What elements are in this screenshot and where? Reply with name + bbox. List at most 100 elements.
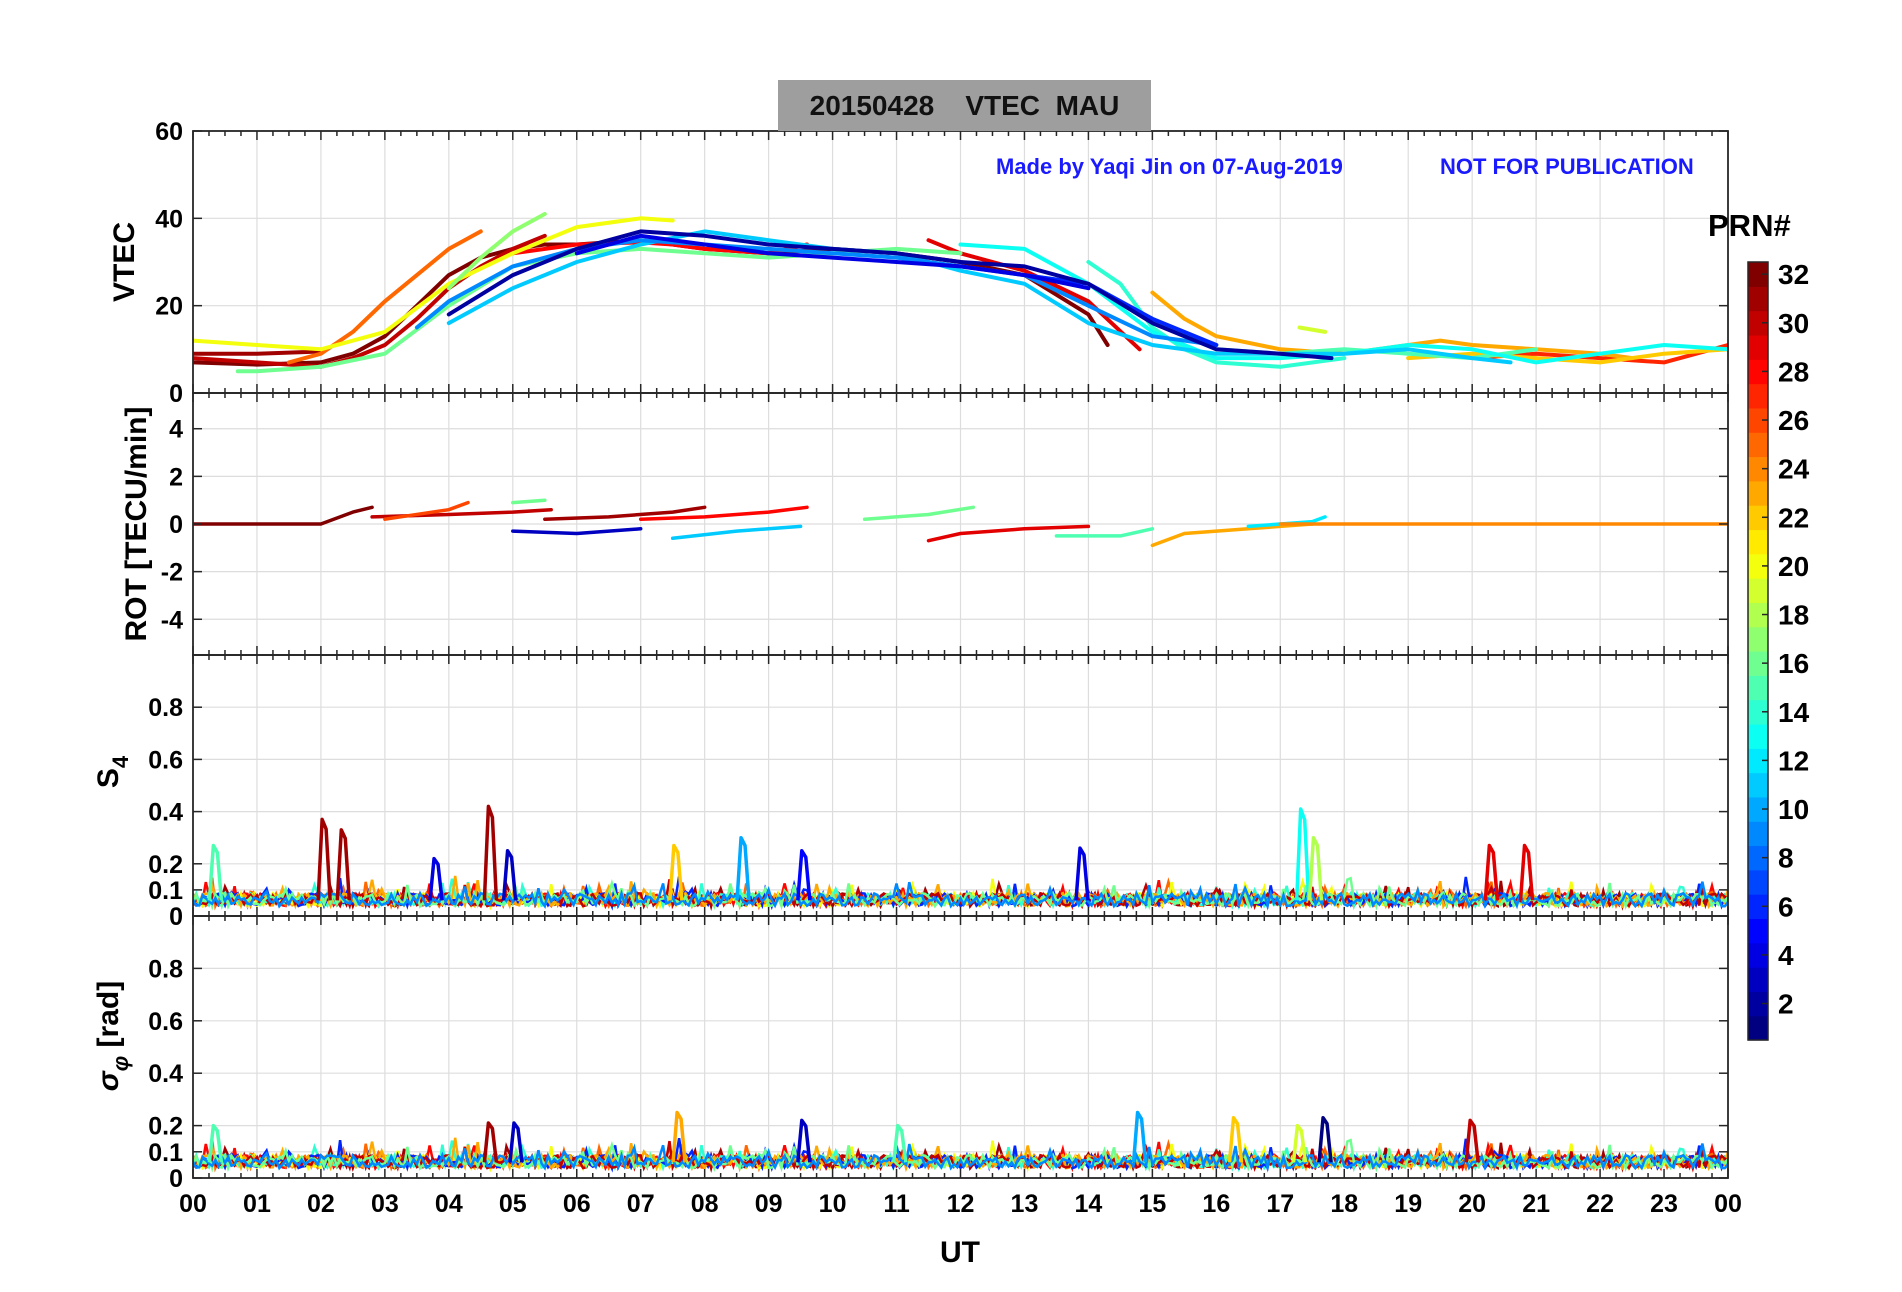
colorbar-swatch: [1748, 942, 1768, 968]
s4-spike-prn-3: [501, 849, 518, 901]
chart-title: 20150428 VTEC MAU: [778, 80, 1151, 131]
colorbar-tick-label: 32: [1778, 259, 1809, 290]
colorbar-swatch: [1748, 699, 1768, 725]
vtec-series-prn-2: [446, 229, 1334, 361]
colorbar-tick-label: 2: [1778, 989, 1794, 1020]
s4-baseline-prn-9: [193, 881, 1728, 911]
grid-layer: [193, 130, 1728, 1179]
vtec-series-prn-31: [193, 349, 323, 356]
watermark-notice: NOT FOR PUBLICATION: [1440, 154, 1694, 179]
colorbar-swatch: [1748, 578, 1768, 603]
data-layer: [193, 212, 1728, 1174]
rot-series-group: [193, 498, 1728, 548]
rot-series-prn-28: [638, 505, 809, 521]
rot-ytick-label: 4: [169, 416, 183, 444]
colorbar-tick-label: 4: [1778, 940, 1794, 971]
colorbar-swatch: [1748, 529, 1768, 555]
vtec-series-prn-9: [414, 238, 1219, 347]
x-tick-label: 16: [1202, 1190, 1230, 1218]
colorbar-swatch: [1748, 334, 1768, 360]
rot-series-prn-26: [383, 500, 470, 521]
vtec-series-group: [193, 212, 1728, 374]
x-tick-label: 06: [563, 1190, 591, 1218]
x-tick-label: 12: [947, 1190, 975, 1218]
title-quantity: VTEC: [965, 89, 1041, 121]
s4-spike-prn-22: [668, 843, 684, 901]
vtec-series-prn-29: [926, 238, 1142, 352]
colorbar-swatch: [1748, 772, 1768, 798]
colorbar-swatch: [1748, 796, 1768, 822]
x-tick-label: 01: [243, 1190, 271, 1218]
s4-series-group: [193, 804, 1728, 912]
x-tick-label: 23: [1650, 1190, 1678, 1218]
s4-spike-prn-18: [1307, 835, 1324, 901]
colorbar-swatch: [1748, 651, 1768, 676]
colorbar-tick-label: 16: [1778, 648, 1809, 679]
colorbar-tick-label: 20: [1778, 551, 1809, 582]
vtec-series-prn-16: [235, 246, 963, 374]
rot-ytick-label: -2: [161, 559, 183, 587]
x-tick-label: 07: [627, 1190, 655, 1218]
x-tick-label: 18: [1330, 1190, 1358, 1218]
sigma_phi-spike-prn-19: [1291, 1123, 1308, 1163]
s4-ytick-label: 0.2: [148, 851, 183, 879]
vtec-series-prn-25: [286, 229, 483, 365]
vtec-ytick-label: 40: [155, 205, 183, 233]
x-tick-label: 00: [1714, 1190, 1742, 1218]
s4-spike-prn-5: [796, 849, 812, 901]
sigma_phi-spike-prn-15: [207, 1123, 224, 1163]
colorbar-tick-label: 10: [1778, 794, 1809, 825]
s4-spike-prn-4: [428, 856, 444, 901]
colorbar-tick-label: 14: [1778, 697, 1810, 728]
sigma_phi-ytick-label: 0: [169, 1165, 183, 1193]
vtec-ylabel: VTEC: [108, 222, 141, 302]
colorbar-swatch: [1748, 967, 1768, 992]
colorbar-swatch: [1748, 286, 1768, 312]
s4-ylabel: S4: [92, 755, 133, 788]
s4-spike-prn-4: [1074, 846, 1090, 901]
colorbar-tick-label: 24: [1778, 454, 1810, 485]
s4-spike-prn-10: [735, 835, 751, 901]
rot-series-prn-12: [1246, 515, 1327, 529]
sigma_phi-spike-prn-31: [482, 1121, 499, 1163]
rot-series-prn-32: [193, 505, 374, 526]
x-tick-label: 17: [1266, 1190, 1294, 1218]
x-tick-label: 11: [883, 1190, 910, 1218]
s4-ytick-label: 0.4: [148, 799, 183, 827]
title-date: 20150428: [809, 89, 935, 121]
rot-series-prn-15: [1054, 527, 1155, 538]
colorbar-swatch: [1748, 359, 1768, 385]
colorbar-tick-label: 12: [1778, 745, 1809, 776]
x-tick-label: 10: [819, 1190, 847, 1218]
s4-spike-prn-31: [316, 817, 332, 901]
x-tick-label: 20: [1458, 1190, 1486, 1218]
sigma_phi-spike-prn-1: [1317, 1115, 1333, 1163]
x-tick-label: 19: [1394, 1190, 1422, 1218]
colorbar-swatch: [1748, 602, 1768, 628]
s4-ytick-label: 0.6: [148, 746, 183, 774]
sigma_phi-ytick-label: 0.1: [148, 1139, 183, 1167]
rot-series-prn-23: [1150, 522, 1315, 548]
sigma_phi-spike-prn-10: [1131, 1110, 1148, 1163]
colorbar-swatch: [1748, 845, 1768, 871]
colorbar-tick-label: 18: [1778, 600, 1809, 631]
s4-ytick-label: 0.1: [148, 877, 183, 905]
vtec-ytick-label: 0: [169, 380, 183, 408]
colorbar-swatch: [1748, 821, 1768, 847]
sigma_phi-spike-prn-30: [1464, 1118, 1480, 1163]
colorbar-tick-label: 26: [1778, 405, 1809, 436]
sigma_phi-series-group: [193, 1110, 1728, 1174]
x-tick-label: 00: [179, 1190, 207, 1218]
rot-series-prn-11: [670, 524, 803, 541]
rot-series-prn-31: [543, 505, 707, 521]
x-tick-label: 08: [691, 1190, 719, 1218]
colorbar-swatch: [1748, 918, 1768, 944]
rot-ytick-label: -4: [161, 606, 183, 634]
sigma_phi-ytick-label: 0.6: [148, 1008, 183, 1036]
vtec-ytick-label: 60: [155, 118, 183, 146]
colorbar-swatch: [1748, 432, 1768, 458]
x-tick-label: 13: [1011, 1190, 1039, 1218]
watermark-author: Made by Yaqi Jin on 07-Aug-2019: [996, 154, 1343, 179]
s4-spike-prn-15: [207, 843, 224, 901]
vtec-ytick-label: 20: [155, 293, 183, 321]
